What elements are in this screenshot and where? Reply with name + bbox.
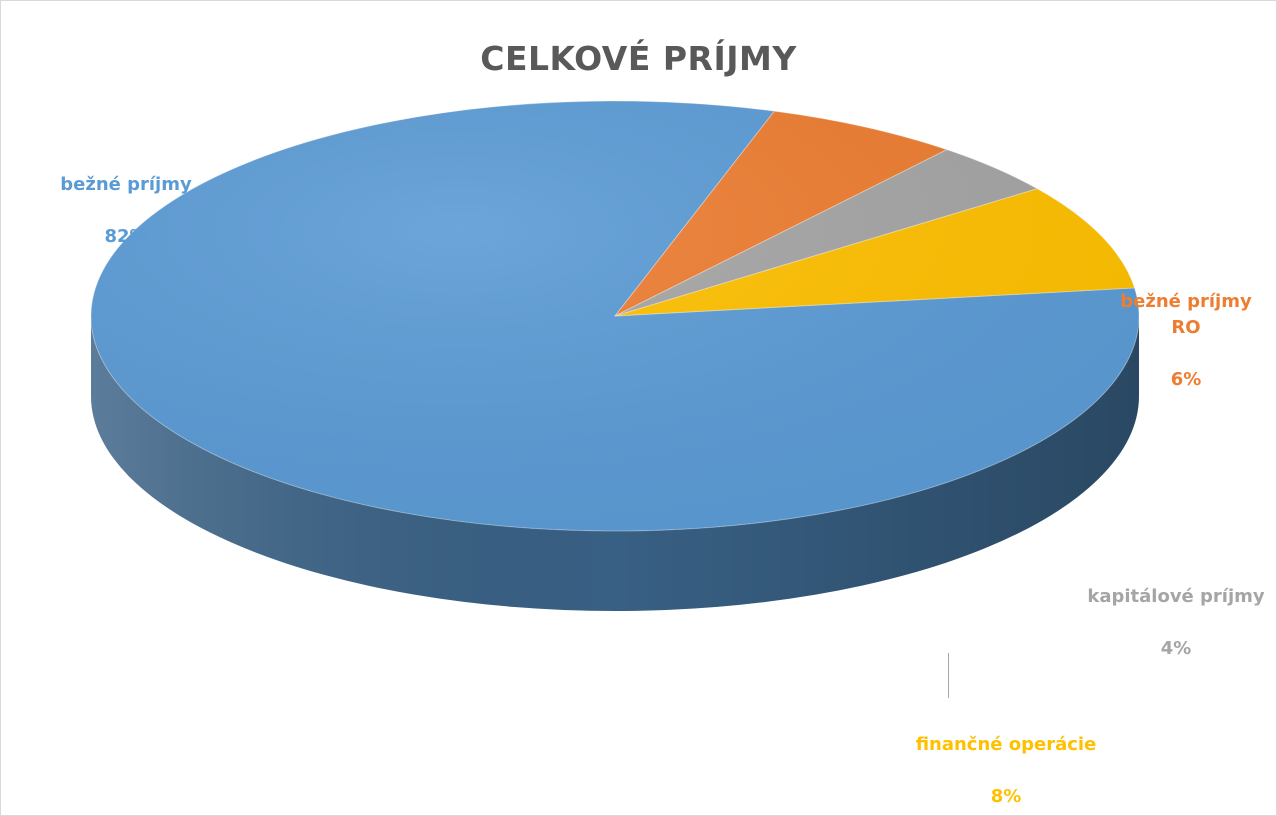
pie-tops	[90, 100, 1140, 532]
slice-label-bezne-prijmy: bežné príjmy	[60, 174, 192, 196]
data-label-kapitalove-prijmy: kapitálové príjmy 4%	[1071, 558, 1277, 688]
slice-label-financne-operacie: finančné operácie	[915, 734, 1097, 756]
pie-sides	[91, 316, 1139, 611]
slice-value-financne-operacie: 8%	[990, 786, 1022, 808]
slice-label-bezne-prijmy-ro: bežné príjmy RO	[1120, 291, 1252, 339]
pie-top-sheen	[91, 101, 1139, 531]
data-label-bezne-prijmy-ro: bežné príjmy RO 6%	[1101, 263, 1271, 420]
pie-side-shading	[91, 316, 1139, 611]
slice-value-kapitalove-prijmy: 4%	[1160, 638, 1192, 660]
slice-value-bezne-prijmy-ro: 6%	[1170, 369, 1202, 391]
slice-value-bezne-prijmy: 82%	[104, 226, 148, 248]
slice-label-kapitalove-prijmy: kapitálové príjmy	[1087, 586, 1265, 608]
leader-line-financne-operacie	[948, 653, 949, 698]
data-label-bezne-prijmy: bežné príjmy 82%	[41, 146, 211, 276]
chart-title: CELKOVÉ PRÍJMY	[480, 39, 797, 78]
data-label-financne-operacie: finančné operácie 8%	[886, 706, 1126, 816]
